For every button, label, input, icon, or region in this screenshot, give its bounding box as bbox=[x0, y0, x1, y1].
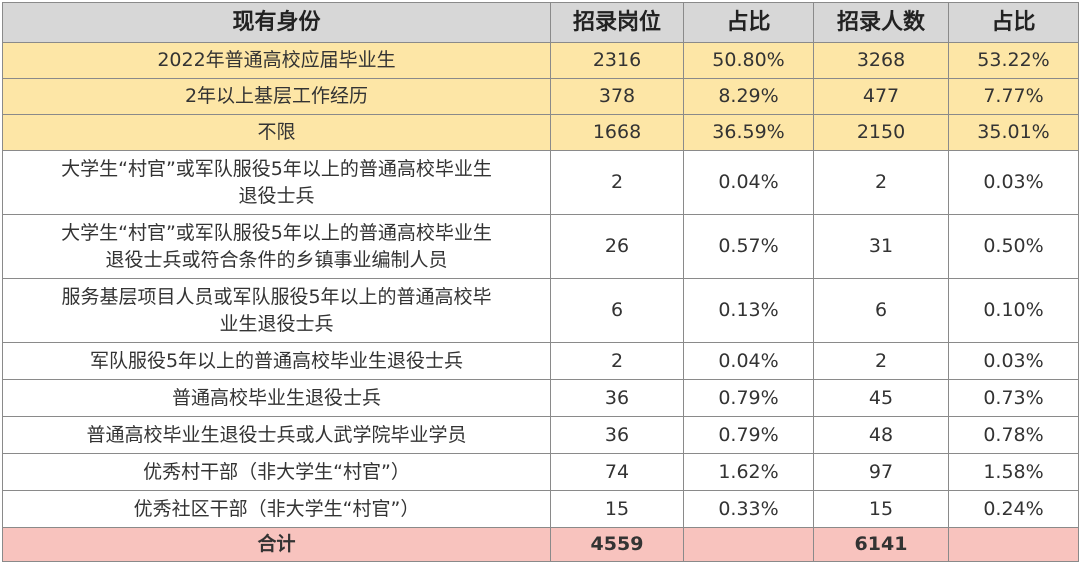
row-identity: 普通高校毕业生退役士兵 bbox=[2, 379, 551, 417]
row-positions-pct: 36.59% bbox=[683, 114, 814, 151]
row-people-pct: 0.73% bbox=[948, 379, 1079, 417]
row-identity: 优秀社区干部（非大学生“村官”） bbox=[2, 490, 551, 528]
header-identity: 现有身份 bbox=[2, 2, 551, 43]
table-row: 不限 1668 36.59% 2150 35.01% bbox=[2, 114, 1079, 151]
row-people-pct: 0.50% bbox=[948, 214, 1079, 279]
row-people-pct: 0.03% bbox=[948, 342, 1079, 380]
row-identity-line1: 大学生“村官”或军队服役5年以上的普通高校毕业生 bbox=[61, 157, 492, 180]
table-row: 2022年普通高校应届毕业生 2316 50.80% 3268 53.22% bbox=[2, 42, 1079, 79]
row-positions: 2 bbox=[550, 150, 684, 215]
table-row: 大学生“村官”或军队服役5年以上的普通高校毕业生 退役士兵或符合条件的乡镇事业编… bbox=[2, 214, 1079, 279]
row-positions: 26 bbox=[550, 214, 684, 279]
row-people: 15 bbox=[813, 490, 949, 528]
row-positions-pct: 0.13% bbox=[683, 278, 814, 343]
row-identity: 普通高校毕业生退役士兵或人武学院毕业学员 bbox=[2, 416, 551, 454]
row-identity: 军队服役5年以上的普通高校毕业生退役士兵 bbox=[2, 342, 551, 380]
row-people-pct: 35.01% bbox=[948, 114, 1079, 151]
table-row: 军队服役5年以上的普通高校毕业生退役士兵 2 0.04% 2 0.03% bbox=[2, 342, 1079, 380]
header-positions: 招录岗位 bbox=[550, 2, 684, 43]
row-people-pct: 7.77% bbox=[948, 78, 1079, 115]
total-label: 合计 bbox=[2, 527, 551, 562]
table-row: 大学生“村官”或军队服役5年以上的普通高校毕业生 退役士兵 2 0.04% 2 … bbox=[2, 150, 1079, 215]
row-positions: 74 bbox=[550, 453, 684, 491]
row-people-pct: 0.78% bbox=[948, 416, 1079, 454]
row-people: 3268 bbox=[813, 42, 949, 79]
total-people: 6141 bbox=[813, 527, 949, 562]
row-people-pct: 1.58% bbox=[948, 453, 1079, 491]
total-positions: 4559 bbox=[550, 527, 684, 562]
row-identity-line2: 业生退役士兵 bbox=[219, 312, 334, 335]
row-positions: 2316 bbox=[550, 42, 684, 79]
table-row: 2年以上基层工作经历 378 8.29% 477 7.77% bbox=[2, 78, 1079, 115]
row-identity: 2年以上基层工作经历 bbox=[2, 78, 551, 115]
row-positions-pct: 0.79% bbox=[683, 416, 814, 454]
row-positions-pct: 8.29% bbox=[683, 78, 814, 115]
row-people: 2150 bbox=[813, 114, 949, 151]
row-positions-pct: 0.57% bbox=[683, 214, 814, 279]
row-positions: 36 bbox=[550, 416, 684, 454]
table-row: 优秀村干部（非大学生“村官”） 74 1.62% 97 1.58% bbox=[2, 453, 1079, 491]
row-positions-pct: 0.04% bbox=[683, 150, 814, 215]
row-positions: 15 bbox=[550, 490, 684, 528]
row-identity: 不限 bbox=[2, 114, 551, 151]
row-identity-line2: 退役士兵或符合条件的乡镇事业编制人员 bbox=[105, 248, 448, 271]
header-row: 现有身份 招录岗位 占比 招录人数 占比 bbox=[2, 2, 1079, 43]
row-people: 45 bbox=[813, 379, 949, 417]
row-identity-line1: 大学生“村官”或军队服役5年以上的普通高校毕业生 bbox=[61, 221, 492, 244]
row-identity-line1: 服务基层项目人员或军队服役5年以上的普通高校毕 bbox=[61, 285, 492, 308]
row-identity: 大学生“村官”或军队服役5年以上的普通高校毕业生 退役士兵或符合条件的乡镇事业编… bbox=[2, 214, 551, 279]
header-people-pct: 占比 bbox=[948, 2, 1079, 43]
row-people-pct: 0.10% bbox=[948, 278, 1079, 343]
row-positions: 1668 bbox=[550, 114, 684, 151]
row-people: 48 bbox=[813, 416, 949, 454]
row-people: 31 bbox=[813, 214, 949, 279]
table-row: 服务基层项目人员或军队服役5年以上的普通高校毕 业生退役士兵 6 0.13% 6… bbox=[2, 278, 1079, 343]
row-positions-pct: 0.33% bbox=[683, 490, 814, 528]
header-people: 招录人数 bbox=[813, 2, 949, 43]
row-positions-pct: 0.79% bbox=[683, 379, 814, 417]
row-people-pct: 53.22% bbox=[948, 42, 1079, 79]
header-positions-pct: 占比 bbox=[683, 2, 814, 43]
row-identity: 优秀村干部（非大学生“村官”） bbox=[2, 453, 551, 491]
row-identity: 服务基层项目人员或军队服役5年以上的普通高校毕 业生退役士兵 bbox=[2, 278, 551, 343]
table-row: 普通高校毕业生退役士兵 36 0.79% 45 0.73% bbox=[2, 379, 1079, 417]
row-positions-pct: 0.04% bbox=[683, 342, 814, 380]
row-people: 2 bbox=[813, 342, 949, 380]
row-people-pct: 0.24% bbox=[948, 490, 1079, 528]
row-people: 477 bbox=[813, 78, 949, 115]
row-people: 6 bbox=[813, 278, 949, 343]
total-people-pct bbox=[948, 527, 1079, 562]
row-positions-pct: 50.80% bbox=[683, 42, 814, 79]
row-positions-pct: 1.62% bbox=[683, 453, 814, 491]
table-row: 普通高校毕业生退役士兵或人武学院毕业学员 36 0.79% 48 0.78% bbox=[2, 416, 1079, 454]
recruitment-table: 现有身份 招录岗位 占比 招录人数 占比 2022年普通高校应届毕业生 2316… bbox=[2, 2, 1079, 562]
total-positions-pct bbox=[683, 527, 814, 562]
row-positions: 36 bbox=[550, 379, 684, 417]
row-positions: 378 bbox=[550, 78, 684, 115]
table-row: 优秀社区干部（非大学生“村官”） 15 0.33% 15 0.24% bbox=[2, 490, 1079, 528]
row-people: 97 bbox=[813, 453, 949, 491]
row-identity-line2: 退役士兵 bbox=[238, 184, 315, 207]
row-positions: 2 bbox=[550, 342, 684, 380]
total-row: 合计 4559 6141 bbox=[2, 527, 1079, 562]
row-people-pct: 0.03% bbox=[948, 150, 1079, 215]
row-identity: 2022年普通高校应届毕业生 bbox=[2, 42, 551, 79]
row-positions: 6 bbox=[550, 278, 684, 343]
row-people: 2 bbox=[813, 150, 949, 215]
row-identity: 大学生“村官”或军队服役5年以上的普通高校毕业生 退役士兵 bbox=[2, 150, 551, 215]
